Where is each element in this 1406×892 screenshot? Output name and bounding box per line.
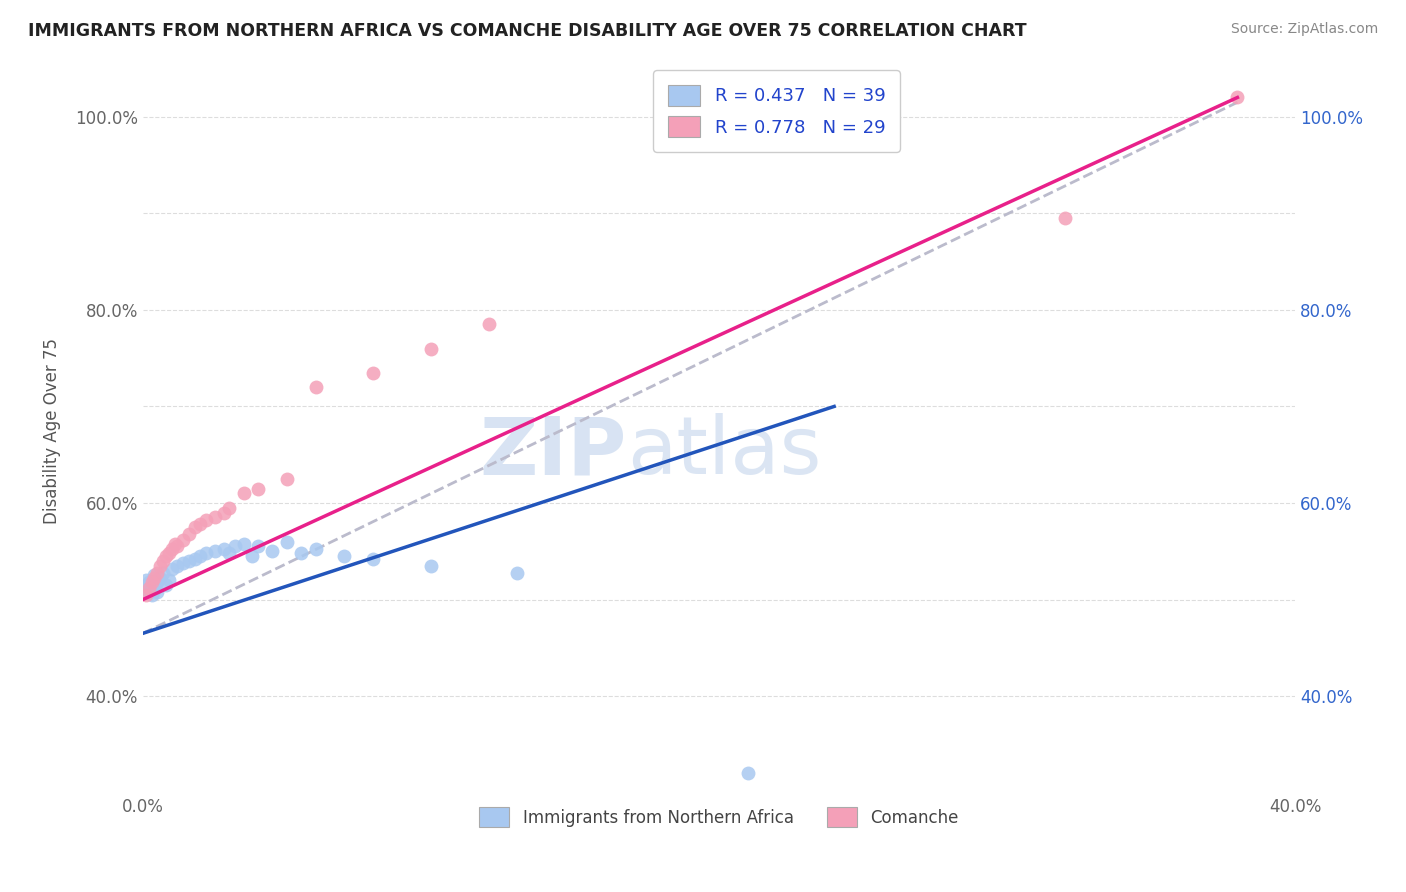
Point bbox=[152, 554, 174, 568]
Point bbox=[190, 549, 212, 563]
Point bbox=[177, 527, 200, 541]
Point bbox=[157, 573, 180, 587]
Point bbox=[247, 540, 270, 554]
Point bbox=[290, 546, 312, 560]
Point bbox=[232, 536, 254, 550]
Point bbox=[240, 549, 263, 563]
Point bbox=[419, 558, 441, 573]
Point bbox=[146, 575, 169, 590]
Y-axis label: Disability Age Over 75: Disability Age Over 75 bbox=[44, 337, 60, 524]
Point bbox=[183, 520, 205, 534]
Point bbox=[204, 544, 226, 558]
Point bbox=[419, 342, 441, 356]
Point bbox=[172, 556, 194, 570]
Point bbox=[195, 546, 218, 560]
Point bbox=[363, 552, 385, 566]
Point bbox=[172, 533, 194, 547]
Text: Source: ZipAtlas.com: Source: ZipAtlas.com bbox=[1230, 22, 1378, 37]
Point bbox=[160, 542, 183, 557]
Point bbox=[1226, 90, 1249, 104]
Point bbox=[143, 571, 166, 585]
Point bbox=[166, 558, 188, 573]
Point bbox=[155, 549, 177, 563]
Text: atlas: atlas bbox=[627, 413, 821, 491]
Point bbox=[138, 581, 160, 595]
Point bbox=[141, 588, 163, 602]
Point bbox=[143, 582, 166, 597]
Point bbox=[305, 542, 328, 557]
Point bbox=[155, 578, 177, 592]
Point bbox=[262, 544, 284, 558]
Point bbox=[138, 575, 160, 590]
Point bbox=[276, 472, 298, 486]
Point bbox=[146, 584, 169, 599]
Point bbox=[143, 568, 166, 582]
Point bbox=[477, 318, 499, 332]
Point bbox=[149, 571, 172, 585]
Point bbox=[195, 513, 218, 527]
Point bbox=[506, 566, 529, 580]
Point bbox=[305, 380, 328, 394]
Point bbox=[224, 540, 246, 554]
Point bbox=[157, 546, 180, 560]
Point bbox=[138, 581, 160, 595]
Point bbox=[135, 578, 157, 592]
Point bbox=[276, 534, 298, 549]
Point bbox=[177, 554, 200, 568]
Point bbox=[232, 486, 254, 500]
Point bbox=[163, 536, 186, 550]
Point bbox=[135, 582, 157, 597]
Point bbox=[149, 558, 172, 573]
Point bbox=[190, 517, 212, 532]
Point bbox=[141, 575, 163, 590]
Point bbox=[212, 542, 235, 557]
Point bbox=[737, 766, 759, 780]
Point bbox=[152, 566, 174, 580]
Point bbox=[135, 573, 157, 587]
Point bbox=[141, 578, 163, 592]
Point bbox=[166, 540, 188, 554]
Point bbox=[135, 588, 157, 602]
Point bbox=[333, 549, 356, 563]
Point bbox=[247, 482, 270, 496]
Point bbox=[183, 552, 205, 566]
Point bbox=[218, 500, 240, 515]
Point bbox=[146, 566, 169, 580]
Point bbox=[160, 562, 183, 576]
Point bbox=[138, 584, 160, 599]
Point bbox=[204, 510, 226, 524]
Legend: Immigrants from Northern Africa, Comanche: Immigrants from Northern Africa, Comanch… bbox=[471, 799, 967, 835]
Text: ZIP: ZIP bbox=[479, 413, 627, 491]
Point bbox=[363, 366, 385, 380]
Point bbox=[218, 546, 240, 560]
Point bbox=[212, 506, 235, 520]
Text: IMMIGRANTS FROM NORTHERN AFRICA VS COMANCHE DISABILITY AGE OVER 75 CORRELATION C: IMMIGRANTS FROM NORTHERN AFRICA VS COMAN… bbox=[28, 22, 1026, 40]
Point bbox=[1053, 211, 1076, 226]
